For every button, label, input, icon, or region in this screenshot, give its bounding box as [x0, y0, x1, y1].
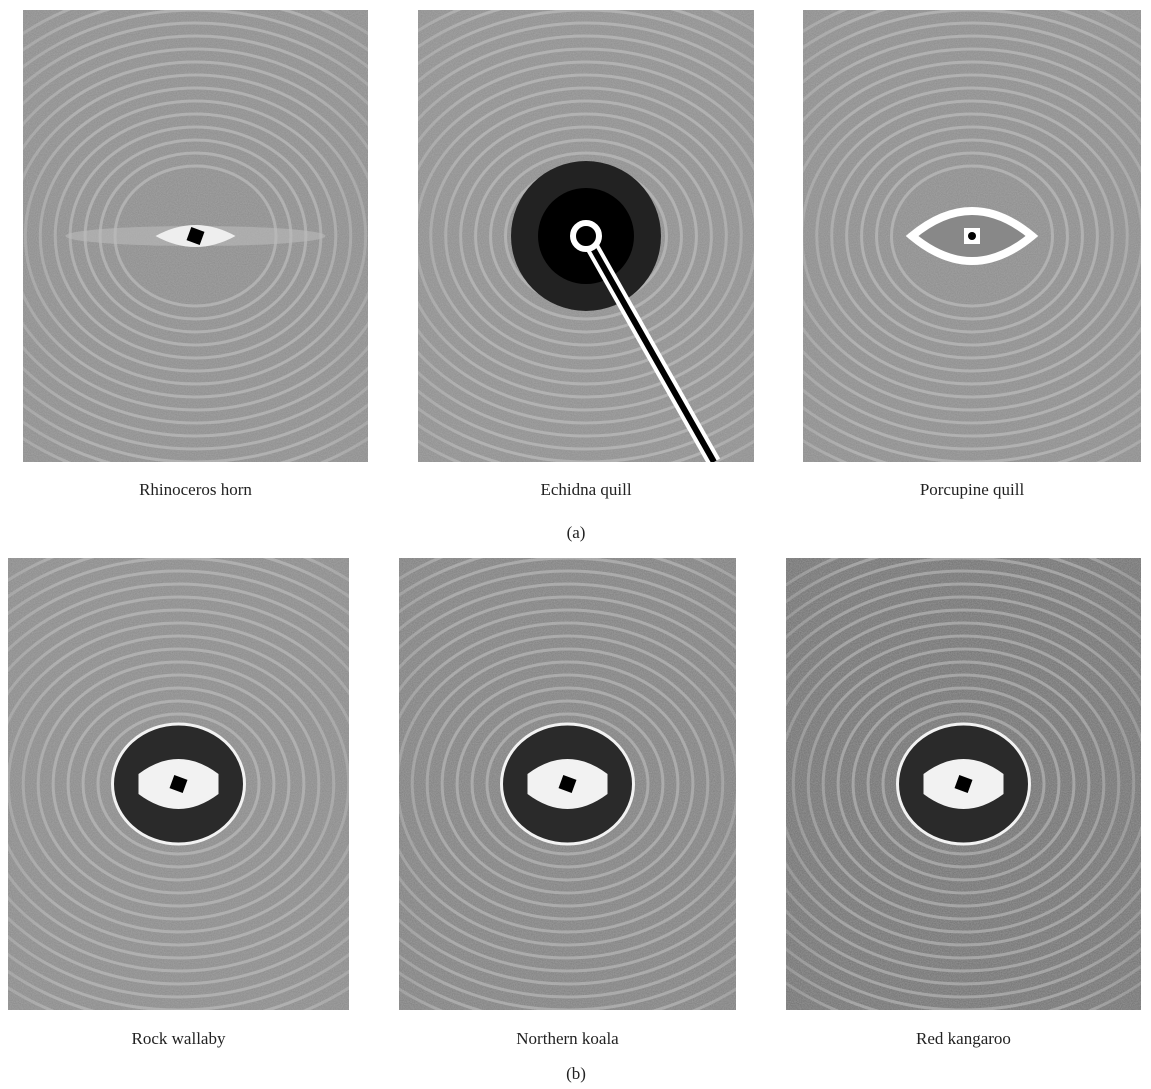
diffraction-image [803, 10, 1141, 462]
diffraction-image [786, 558, 1141, 1010]
panel-label: (b) [546, 1064, 606, 1084]
caption: Porcupine quill [822, 480, 1122, 500]
beamstop [573, 223, 599, 249]
diffraction-image [23, 10, 368, 462]
diffraction-image [399, 558, 736, 1010]
caption: Rhinoceros horn [46, 480, 346, 500]
beamstop-core [968, 232, 976, 240]
caption: Rock wallaby [29, 1029, 329, 1049]
diffraction-image [418, 10, 754, 462]
caption: Echidna quill [436, 480, 736, 500]
diffraction-image [8, 558, 349, 1010]
figure: Rhinoceros horn Echidna quill Porcupine qu… [0, 0, 1151, 1089]
caption: Red kangaroo [814, 1029, 1114, 1049]
panel-label: (a) [546, 523, 606, 543]
caption: Northern koala [418, 1029, 718, 1049]
